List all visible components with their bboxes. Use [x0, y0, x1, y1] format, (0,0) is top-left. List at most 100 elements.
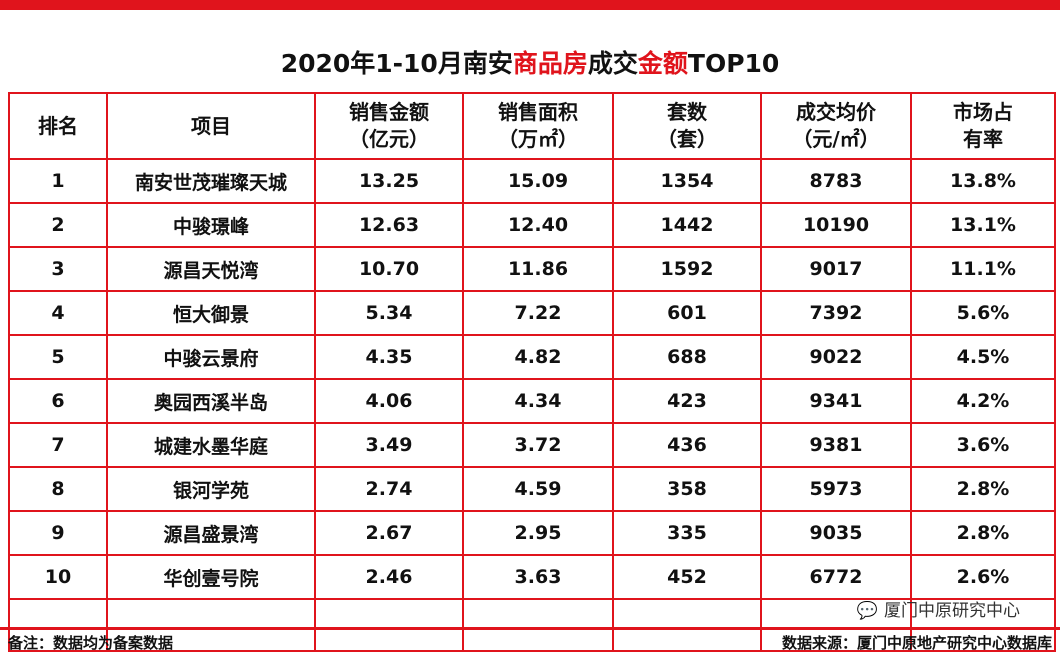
table-cell: 452	[612, 554, 762, 600]
table-cell: 7	[8, 422, 108, 468]
table-cell: 5973	[760, 466, 912, 512]
column-header-line1: 销售面积	[498, 100, 578, 124]
table-cell: 4.35	[314, 334, 464, 380]
table-cell: 5.34	[314, 290, 464, 336]
footer-note: 备注：数据均为备案数据	[8, 634, 174, 652]
table-cell: 9017	[760, 246, 912, 292]
table-cell: 7.22	[462, 290, 614, 336]
title-part-1: 2020年1-10月南安	[280, 49, 513, 78]
table-cell-empty	[8, 598, 108, 652]
wechat-icon: 💬	[856, 601, 878, 621]
table-cell: 2.8%	[910, 466, 1056, 512]
table-cell: 601	[612, 290, 762, 336]
title-highlight-1: 商品房	[512, 49, 588, 78]
table-cell: 2.67	[314, 510, 464, 556]
table-row: 7 城建水墨华庭 3.49 3.72 436 9381 3.6%	[8, 422, 1056, 468]
account-watermark: 💬 厦门中原研究中心	[857, 596, 1020, 621]
table-cell: 1	[8, 158, 108, 204]
column-header-line2: （万㎡）	[498, 127, 578, 151]
table-cell: 9022	[760, 334, 912, 380]
table-cell: 3	[8, 246, 108, 292]
table-cell: 10.70	[314, 246, 464, 292]
table-cell: 银河学苑	[106, 466, 316, 512]
table-cell: 4.34	[462, 378, 614, 424]
column-header: 销售面积 （万㎡）	[462, 92, 614, 160]
table-cell: 13.25	[314, 158, 464, 204]
column-header-line2: （亿元）	[349, 127, 429, 151]
table-cell: 4.82	[462, 334, 614, 380]
table-cell-empty	[760, 598, 912, 652]
table-cell: 1442	[612, 202, 762, 248]
table-cell: 423	[612, 378, 762, 424]
table-cell: 4.2%	[910, 378, 1056, 424]
column-header: 成交均价 （元/㎡）	[760, 92, 912, 160]
page-title: 2020年1-10月南安商品房成交金额TOP10	[0, 40, 1060, 88]
table-cell: 9035	[760, 510, 912, 556]
table-cell: 南安世茂璀璨天城	[106, 158, 316, 204]
table-cell: 11.1%	[910, 246, 1056, 292]
column-header-line2: （元/㎡）	[792, 127, 880, 151]
table-cell: 1592	[612, 246, 762, 292]
column-header-line1: 套数	[667, 100, 707, 124]
table-cell: 6772	[760, 554, 912, 600]
table-cell: 10190	[760, 202, 912, 248]
column-header-line1: 项目	[191, 113, 231, 138]
table-cell-empty	[910, 598, 1056, 652]
table-cell-empty	[612, 598, 762, 652]
table-cell: 335	[612, 510, 762, 556]
table-row: 9 源昌盛景湾 2.67 2.95 335 9035 2.8%	[8, 510, 1056, 556]
table-cell: 12.40	[462, 202, 614, 248]
table-cell: 2.8%	[910, 510, 1056, 556]
table-cell: 2.74	[314, 466, 464, 512]
table-cell: 10	[8, 554, 108, 600]
account-name: 厦门中原研究中心	[884, 601, 1020, 621]
table-cell: 恒大御景	[106, 290, 316, 336]
table-cell: 3.72	[462, 422, 614, 468]
table-cell: 2.46	[314, 554, 464, 600]
table-cell-empty	[462, 598, 614, 652]
table-cell: 688	[612, 334, 762, 380]
table-cell: 华创壹号院	[106, 554, 316, 600]
table-cell: 11.86	[462, 246, 614, 292]
table-cell: 436	[612, 422, 762, 468]
column-header-line2: 有率	[963, 127, 1003, 151]
table-cell: 中骏云景府	[106, 334, 316, 380]
table-row: 4 恒大御景 5.34 7.22 601 7392 5.6%	[8, 290, 1056, 336]
table-cell: 15.09	[462, 158, 614, 204]
table-cell: 6	[8, 378, 108, 424]
table-cell: 3.63	[462, 554, 614, 600]
table-cell: 源昌盛景湾	[106, 510, 316, 556]
column-header-line1: 排名	[38, 113, 78, 138]
table-cell: 1354	[612, 158, 762, 204]
table-cell: 13.1%	[910, 202, 1056, 248]
table-cell: 中骏璟峰	[106, 202, 316, 248]
table-row: 6 奥园西溪半岛 4.06 4.34 423 9341 4.2%	[8, 378, 1056, 424]
table-cell: 7392	[760, 290, 912, 336]
table-cell: 9381	[760, 422, 912, 468]
table-cell: 源昌天悦湾	[106, 246, 316, 292]
top10-table: 排名 项目 销售金额 （亿元） 销售面积 （万㎡） 套数 （套） 成交均价 （元/㎡） 市场占 有率 …	[8, 92, 1056, 652]
title-part-3: TOP10	[687, 49, 780, 78]
column-header-line1: 成交均价	[796, 100, 876, 124]
table-cell: 城建水墨华庭	[106, 422, 316, 468]
table-row: 1 南安世茂璀璨天城 13.25 15.09 1354 8783 13.8%	[8, 158, 1056, 204]
table-row: 8 银河学苑 2.74 4.59 358 5973 2.8%	[8, 466, 1056, 512]
table-cell: 12.63	[314, 202, 464, 248]
table-cell: 4.06	[314, 378, 464, 424]
table-filler-row	[8, 598, 1056, 652]
table-cell: 9	[8, 510, 108, 556]
table-row: 10 华创壹号院 2.46 3.63 452 6772 2.6%	[8, 554, 1056, 600]
table-cell: 3.6%	[910, 422, 1056, 468]
table-cell-empty	[314, 598, 464, 652]
table-cell: 奥园西溪半岛	[106, 378, 316, 424]
table-cell: 4.5%	[910, 334, 1056, 380]
table-cell: 2.95	[462, 510, 614, 556]
table-cell: 8783	[760, 158, 912, 204]
table-cell: 5.6%	[910, 290, 1056, 336]
column-header-line1: 市场占	[953, 100, 1013, 124]
footer-source: 数据来源：厦门中原地产研究中心数据库	[781, 634, 1052, 652]
table-row: 5 中骏云景府 4.35 4.82 688 9022 4.5%	[8, 334, 1056, 380]
table-cell: 2	[8, 202, 108, 248]
column-header: 销售金额 （亿元）	[314, 92, 464, 160]
table-cell: 9341	[760, 378, 912, 424]
